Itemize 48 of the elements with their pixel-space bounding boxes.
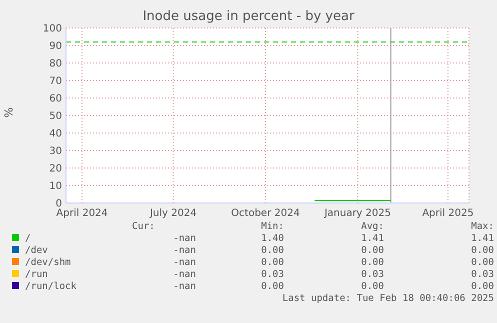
text: 0.00	[360, 245, 384, 257]
text: 0.00	[360, 257, 384, 269]
text: -nan	[172, 257, 196, 269]
text: 0.00	[360, 281, 384, 293]
text: -nan	[172, 281, 196, 293]
y-axis-title: %	[2, 107, 16, 118]
legend-label: /run	[25, 269, 49, 281]
y-tick-label: 90	[49, 41, 62, 52]
legend-label: /dev/shm	[25, 257, 72, 269]
y-tick-label: 100	[42, 24, 62, 35]
text: Cur:	[132, 221, 156, 233]
text: 0.00	[470, 245, 494, 257]
text: 0.00	[260, 257, 284, 269]
y-tick-label: 20	[49, 164, 62, 175]
y-tick-label: 70	[49, 76, 62, 88]
x-tick-label: October 2024	[231, 208, 300, 220]
y-tick-label: 50	[49, 111, 62, 122]
text: Avg:	[360, 221, 384, 233]
text: 0.03	[470, 269, 494, 281]
text: -nan	[172, 245, 196, 257]
y-tick-label: 30	[49, 146, 62, 158]
y-tick-label: 80	[49, 58, 62, 70]
text: Max:	[470, 221, 494, 233]
text: 1.41	[470, 233, 494, 245]
legend-label: /	[25, 233, 32, 245]
x-tick-label: January 2025	[323, 208, 391, 220]
legend-label: /run/lock	[25, 281, 78, 293]
text: 0.03	[360, 269, 384, 281]
x-tick-label: April 2025	[422, 208, 474, 220]
y-tick-label: 60	[49, 94, 62, 105]
text: 0.03	[260, 269, 284, 281]
text: -nan	[172, 269, 196, 281]
legend-label: /dev	[25, 245, 49, 257]
text: 1.41	[360, 233, 384, 245]
text: -nan	[172, 233, 196, 245]
y-tick-label: 10	[49, 181, 62, 192]
text: 0.00	[470, 257, 494, 269]
chart-title: Inode usage in percent - by year	[142, 9, 356, 24]
text: 0.00	[260, 281, 284, 293]
y-tick-label: 0	[56, 198, 62, 210]
text: Min:	[260, 221, 284, 233]
x-tick-label: April 2024	[56, 208, 108, 220]
text: 1.40	[260, 233, 284, 245]
x-tick-label: July 2024	[148, 208, 197, 220]
text: 0.00	[260, 245, 284, 257]
text: 0.00	[470, 281, 494, 293]
y-tick-label: 40	[49, 128, 62, 140]
text: Last update: Tue Feb 18 00:40:06 2025	[281, 293, 494, 305]
